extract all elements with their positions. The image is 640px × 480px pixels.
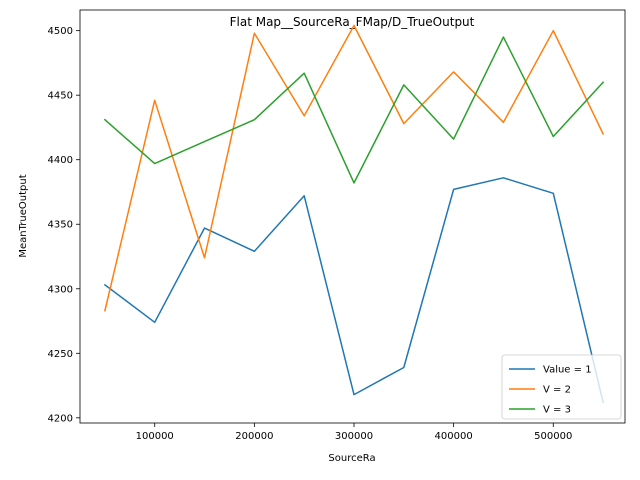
y-axis: 4200 4250 4300 4350 4400 4450 4500 bbox=[48, 26, 80, 424]
x-tick-label: 200000 bbox=[235, 431, 273, 442]
y-tick-label: 4500 bbox=[48, 26, 73, 37]
plot-frame bbox=[79, 9, 626, 424]
x-axis-label: SourceRa bbox=[328, 453, 375, 464]
y-tick-label: 4450 bbox=[48, 91, 73, 102]
y-tick-label: 4300 bbox=[48, 284, 73, 295]
x-tick-label: 500000 bbox=[534, 431, 572, 442]
legend-box bbox=[501, 354, 622, 420]
y-axis-label: MeanTrueOutput bbox=[18, 174, 29, 257]
y-tick-label: 4250 bbox=[48, 349, 73, 360]
x-tick-label: 400000 bbox=[435, 431, 473, 442]
legend-label: V = 2 bbox=[543, 385, 571, 396]
series-line-3 bbox=[103, 36, 605, 184]
x-axis: 100000 200000 300000 400000 500000 bbox=[136, 423, 572, 442]
legend-label: V = 3 bbox=[543, 405, 571, 416]
x-tick-label: 300000 bbox=[335, 431, 373, 442]
legend: Value = 1 V = 2 V = 3 bbox=[501, 354, 622, 420]
chart-title: Flat Map__SourceRa_FMap/D_TrueOutput bbox=[230, 15, 475, 29]
y-tick-label: 4350 bbox=[48, 220, 73, 231]
series-line-1 bbox=[103, 177, 605, 404]
y-tick-label: 4400 bbox=[48, 155, 73, 166]
y-tick-label: 4200 bbox=[48, 413, 73, 424]
series-layer bbox=[103, 24, 605, 404]
legend-label: Value = 1 bbox=[543, 365, 592, 376]
x-tick-label: 100000 bbox=[136, 431, 174, 442]
series-line-2 bbox=[103, 24, 605, 312]
